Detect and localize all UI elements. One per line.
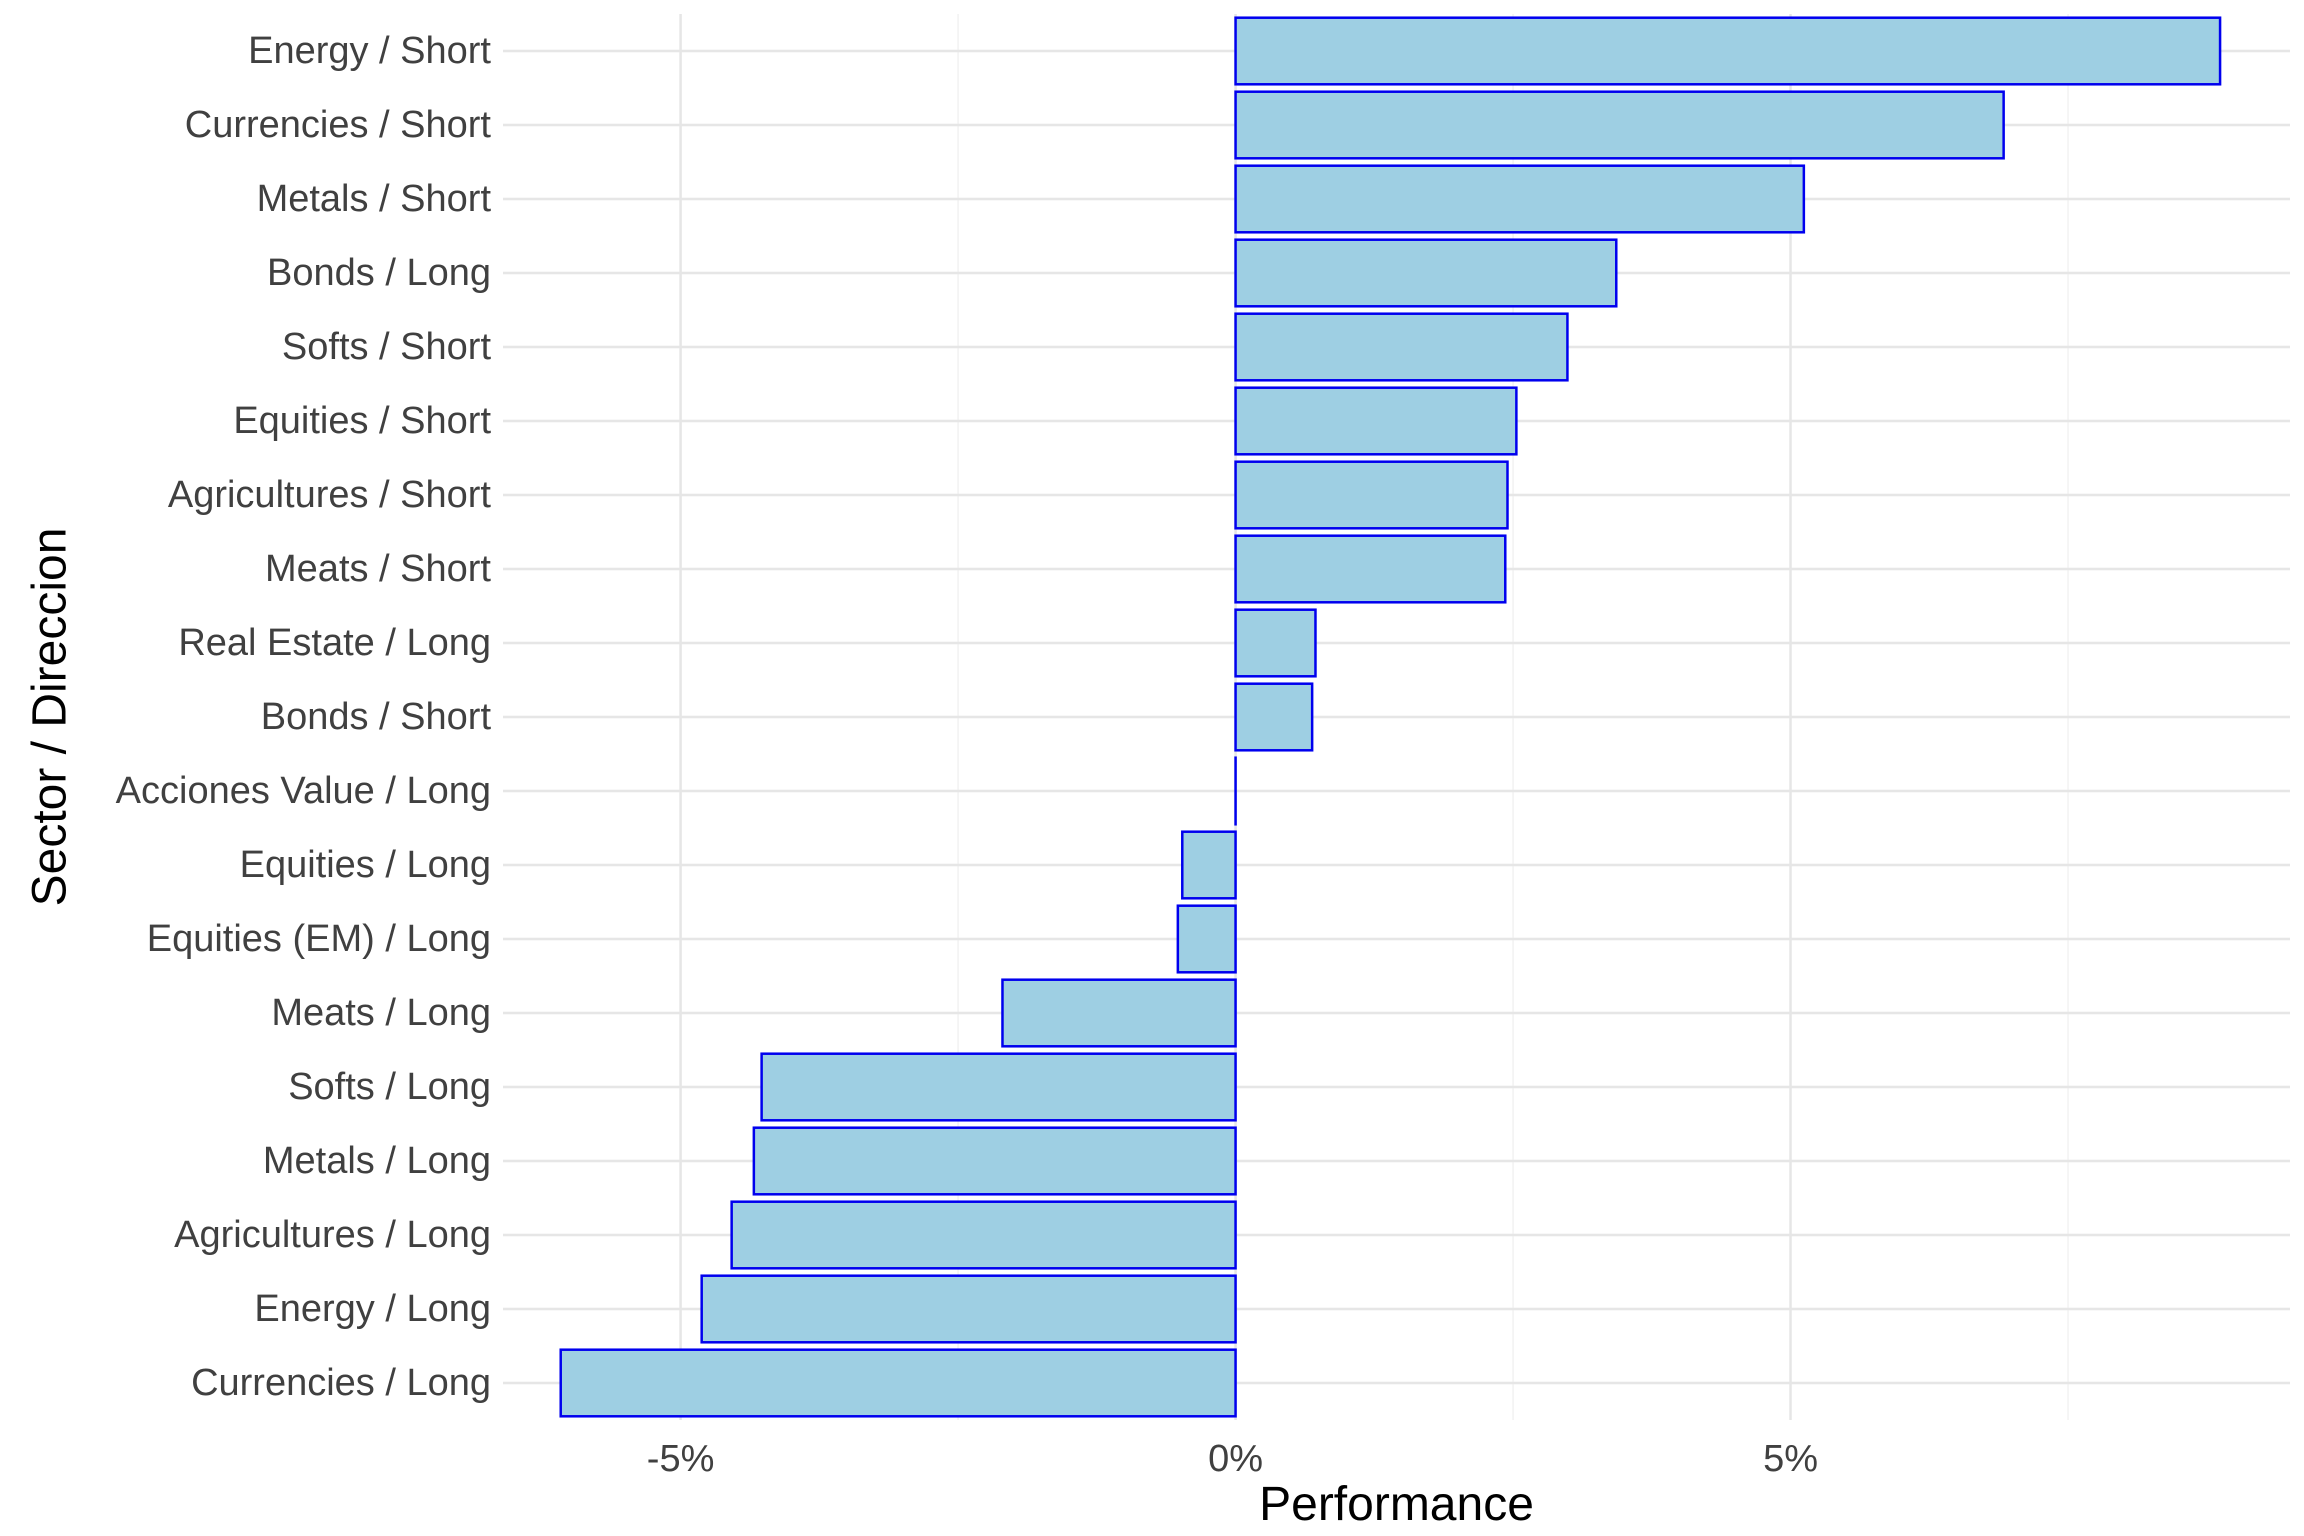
bar xyxy=(559,1348,1237,1418)
y-tick-label: Meats / Short xyxy=(265,548,491,590)
y-tick-label: Metals / Short xyxy=(257,178,492,220)
y-tick-label: Agricultures / Long xyxy=(174,1214,491,1256)
y-tick-label: Metals / Long xyxy=(263,1140,491,1182)
bar xyxy=(1234,608,1317,678)
y-tick-label: Bonds / Long xyxy=(267,252,491,294)
bar xyxy=(1234,312,1569,382)
bar xyxy=(760,1052,1237,1122)
y-tick-label: Softs / Long xyxy=(288,1066,491,1108)
y-tick-label: Softs / Short xyxy=(282,326,492,368)
y-tick-labels: Energy / Short Currencies / Short Metals /… xyxy=(116,30,492,1404)
bar xyxy=(1234,682,1314,752)
x-tick-label: 0% xyxy=(1208,1438,1263,1480)
bar xyxy=(1001,978,1237,1048)
y-tick-label: Real Estate / Long xyxy=(178,622,491,664)
x-axis-title: Performance xyxy=(1259,1478,1534,1531)
bar xyxy=(1234,534,1507,604)
bar xyxy=(1176,904,1237,974)
y-tick-label: Energy / Long xyxy=(254,1288,491,1330)
y-tick-label: Equities (EM) / Long xyxy=(147,918,491,960)
bars xyxy=(559,16,2222,1418)
bar xyxy=(1234,16,2222,86)
bar xyxy=(1234,460,1509,530)
y-axis-title: Sector / Direccion xyxy=(24,528,77,907)
y-tick-label: Currencies / Long xyxy=(191,1362,491,1404)
y-tick-label: Acciones Value / Long xyxy=(116,770,491,812)
y-tick-label: Agricultures / Short xyxy=(168,474,492,516)
bar xyxy=(752,1126,1237,1196)
y-tick-label: Equities / Long xyxy=(240,844,491,886)
y-tick-label: Bonds / Short xyxy=(261,696,492,738)
bar xyxy=(1181,830,1237,900)
y-tick-label: Meats / Long xyxy=(271,992,491,1034)
bar xyxy=(1234,90,2005,160)
bar xyxy=(1234,238,1618,308)
x-tick-label: 5% xyxy=(1763,1438,1818,1480)
bar xyxy=(730,1200,1237,1270)
y-tick-label: Currencies / Short xyxy=(185,104,492,146)
y-tick-label: Equities / Short xyxy=(233,400,491,442)
x-tick-labels: -5% 0% 5% xyxy=(647,1438,1818,1480)
x-tick-label: -5% xyxy=(647,1438,715,1480)
y-tick-label: Energy / Short xyxy=(248,30,491,72)
bar xyxy=(1234,386,1518,456)
bar xyxy=(700,1274,1237,1344)
bar xyxy=(1234,164,1806,234)
